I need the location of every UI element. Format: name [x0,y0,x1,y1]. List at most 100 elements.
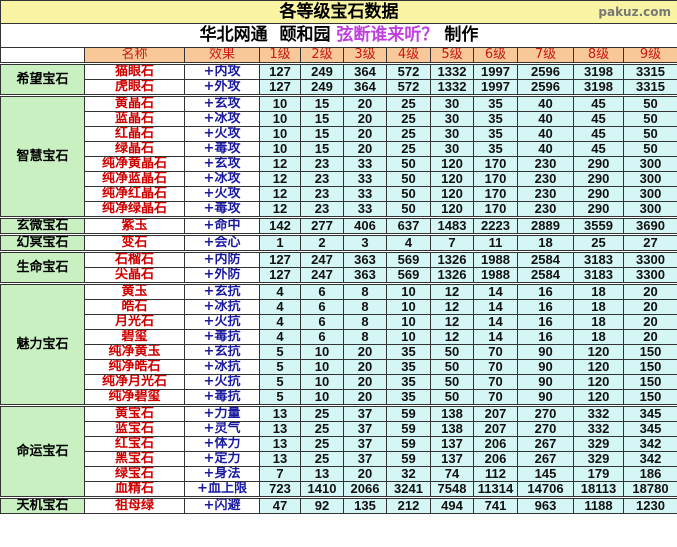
level-8-value: 179 [573,466,624,482]
level-9-value: 20 [623,299,677,315]
header-level-6: 6级 [473,47,518,64]
level-8-value: 25 [573,233,624,252]
level-2-value: 6 [300,329,344,345]
level-2-value: 23 [300,171,344,187]
gem-name-cell: 纯净黄玉 [84,344,185,360]
level-2-value: 10 [300,359,344,375]
level-4-value: 212 [386,496,431,514]
table-row: 纯净绿晶石 +毒攻 12 23 33 50 120 170 230 290 300 [1,201,677,218]
level-7-value: 16 [517,299,574,315]
level-2-value: 13 [300,466,344,482]
level-8-value: 290 [573,201,624,218]
table-row: 生命宝石 石榴石 +内防 127 247 363 569 1326 1988 2584 3183 33… [0,250,677,284]
group-cell: 希望宝石 [0,62,85,96]
level-2-value: 23 [300,156,344,172]
level-4-value: 25 [386,94,431,112]
level-8-value: 45 [573,141,624,157]
level-3-value: 2066 [343,481,387,498]
level-7-value: 230 [517,171,574,187]
level-1-value: 10 [259,126,301,142]
effect-cell: +玄抗 [184,282,260,300]
gem-name-cell: 纯净蓝晶石 [84,171,185,187]
level-4-value: 3241 [386,481,431,498]
gem-name-cell: 紫玉 [84,216,185,235]
level-7-value: 90 [517,389,574,406]
group-cell: 天机宝石 [0,496,85,514]
header-level-2: 2级 [300,47,344,64]
level-6-value: 1997 [473,79,518,96]
header-name: 名称 [84,47,185,64]
level-1-value: 13 [259,436,301,452]
table-title: 各等级宝石数据 [279,2,399,22]
level-1-value: 13 [259,451,301,467]
level-3-value: 20 [343,344,387,360]
effect-cell: +玄抗 [184,344,260,360]
level-6-value: 35 [473,126,518,142]
level-2-value: 10 [300,344,344,360]
level-1-value: 13 [259,404,301,422]
level-1-value: 5 [259,389,301,406]
level-2-value: 25 [300,436,344,452]
level-9-value: 20 [623,329,677,345]
level-3-value: 33 [343,186,387,202]
level-5-value: 494 [430,496,474,514]
level-5-value: 50 [430,344,474,360]
level-6-value: 112 [473,466,518,482]
level-4-value: 25 [386,126,431,142]
level-5-value: 120 [430,156,474,172]
level-6-value: 2223 [473,216,518,235]
level-2-value: 247 [300,267,344,284]
table-row: 玄微宝石 紫玉 +命中 142 277 406 637 1483 2223 2889 3559 369… [0,216,677,235]
level-8-value: 3559 [573,216,624,235]
level-3-value: 20 [343,359,387,375]
level-1-value: 142 [259,216,301,235]
level-5-value: 30 [430,94,474,112]
level-5-value: 7 [430,233,474,252]
level-9-value: 20 [623,314,677,330]
level-2-value: 249 [300,79,344,96]
effect-cell: +毒抗 [184,389,260,406]
level-6-value: 14 [473,329,518,345]
level-1-value: 12 [259,201,301,218]
level-9-value: 150 [623,374,677,390]
level-6-value: 170 [473,201,518,218]
level-9-value: 50 [623,126,677,142]
table-row: 碧玺 +毒抗 4 6 8 10 12 14 16 18 20 [1,329,677,345]
level-9-value: 345 [623,421,677,437]
level-9-value: 150 [623,359,677,375]
level-2-value: 92 [300,496,344,514]
gem-name-cell: 红晶石 [84,126,185,142]
level-6-value: 170 [473,186,518,202]
level-6-value: 741 [473,496,518,514]
table-row: 红晶石 +火攻 10 15 20 25 30 35 40 45 50 [1,126,677,142]
level-9-value: 50 [623,141,677,157]
level-2-value: 247 [300,250,344,268]
level-8-value: 120 [573,359,624,375]
level-1-value: 12 [259,156,301,172]
level-3-value: 37 [343,451,387,467]
header-level-3: 3级 [343,47,387,64]
group-cell: 命运宝石 [0,404,85,498]
level-5-value: 120 [430,201,474,218]
level-7-value: 267 [517,436,574,452]
level-8-value: 120 [573,344,624,360]
level-7-value: 40 [517,141,574,157]
level-5-value: 1483 [430,216,474,235]
level-9-value: 3300 [623,267,677,284]
gem-name-cell: 祖母绿 [84,496,185,514]
level-6-value: 170 [473,171,518,187]
level-6-value: 70 [473,389,518,406]
level-3-value: 364 [343,79,387,96]
effect-cell: +玄攻 [184,156,260,172]
level-2-value: 23 [300,186,344,202]
group-cell: 智慧宝石 [0,94,85,218]
level-7-value: 230 [517,156,574,172]
credit-prefix: 华北网通 颐和园 [199,25,337,45]
level-5-value: 50 [430,374,474,390]
level-3-value: 33 [343,201,387,218]
level-1-value: 127 [259,62,301,80]
level-3-value: 406 [343,216,387,235]
level-9-value: 300 [623,201,677,218]
watermark: pakuz.com [598,5,671,19]
level-5-value: 50 [430,359,474,375]
